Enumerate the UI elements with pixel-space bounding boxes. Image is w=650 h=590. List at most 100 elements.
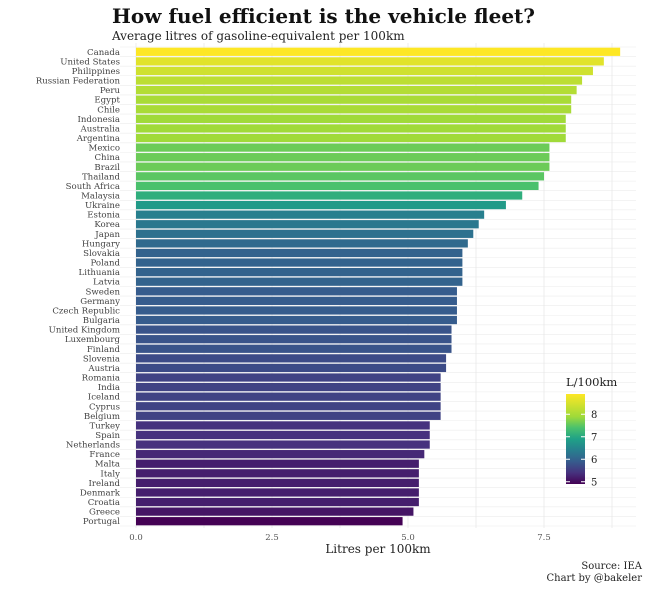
bar: [136, 76, 583, 85]
category-label: Greece: [89, 508, 120, 518]
bar: [136, 315, 457, 325]
category-label: Indonesia: [77, 115, 120, 125]
category-label: Cyprus: [89, 402, 120, 412]
category-label: China: [94, 153, 120, 163]
legend-title: L/100km: [566, 375, 617, 389]
bar: [136, 143, 550, 152]
category-label: Poland: [90, 259, 120, 269]
color-legend: L/100km 5 6 7 8: [566, 375, 617, 488]
legend-tick-label: 6: [591, 455, 597, 466]
bar: [136, 373, 441, 382]
category-label: Denmark: [80, 488, 121, 498]
category-label: Romania: [82, 374, 120, 384]
chart-subtitle: Average litres of gasoline-equivalent pe…: [112, 29, 405, 43]
bar: [136, 507, 414, 516]
bar: [136, 478, 419, 488]
bars: [136, 47, 621, 526]
category-label: Italy: [100, 469, 120, 479]
category-label: Hungary: [82, 239, 120, 249]
category-label: Mexico: [89, 144, 120, 154]
category-label: Estonia: [87, 211, 120, 221]
bar: [136, 85, 577, 95]
category-label: Canada: [87, 48, 120, 58]
bar: [136, 392, 441, 401]
bar: [136, 95, 572, 104]
legend-tick-label: 8: [591, 410, 597, 421]
bar: [136, 459, 419, 468]
bar: [136, 325, 452, 334]
category-label: Croatia: [88, 498, 120, 508]
bar: [136, 229, 474, 238]
category-label: India: [98, 383, 120, 393]
bar: [136, 344, 452, 353]
category-label: Peru: [100, 86, 121, 96]
category-label: Brazil: [94, 163, 120, 173]
bar: [136, 133, 566, 143]
bar: [136, 335, 452, 344]
bar: [136, 105, 572, 114]
category-label: Sweden: [86, 287, 121, 297]
category-label: Netherlands: [66, 441, 120, 451]
category-label: Portugal: [83, 517, 120, 527]
category-label: Korea: [94, 220, 120, 230]
category-label: Luxembourg: [65, 335, 121, 345]
bar: [136, 268, 463, 277]
legend-ticks: 5 6 7 8: [566, 410, 597, 488]
category-label: Ukraine: [85, 201, 120, 211]
bar: [136, 402, 441, 411]
category-label: Iceland: [88, 393, 121, 403]
legend-tick-label: 5: [591, 477, 597, 488]
category-label: Belgium: [84, 412, 120, 422]
bar: [136, 172, 544, 181]
bar: [136, 354, 447, 363]
category-label: South Africa: [66, 182, 120, 192]
bar: [136, 488, 419, 497]
bar: [136, 517, 403, 526]
bar: [136, 124, 566, 133]
bar: [136, 411, 441, 420]
source-caption: Source: IEA: [581, 561, 642, 572]
category-label: Thailand: [82, 172, 121, 182]
category-label: Ireland: [89, 479, 121, 489]
category-label: United Kingdom: [49, 326, 120, 336]
bar: [136, 296, 457, 305]
category-label: Australia: [80, 124, 120, 134]
bar: [136, 181, 539, 191]
chart-title: How fuel efficient is the vehicle fleet?: [112, 4, 536, 28]
category-label: France: [89, 450, 120, 460]
category-label: Slovenia: [83, 354, 120, 364]
bar: [136, 421, 430, 430]
bar: [136, 497, 419, 507]
x-axis-title: Litres per 100km: [325, 542, 431, 556]
bar: [136, 430, 430, 440]
x-axis-ticks: 0.0 2.5 5.0 7.5: [129, 533, 551, 543]
x-tick-label: 2.5: [265, 533, 279, 543]
bar: [136, 162, 550, 171]
category-label: Egypt: [94, 96, 120, 106]
category-label: Germany: [80, 297, 120, 307]
category-label: Chile: [97, 105, 120, 115]
bar: [136, 258, 463, 267]
bar: [136, 191, 523, 200]
bar: [136, 239, 468, 248]
bar: [136, 153, 550, 162]
credit-caption: Chart by @bakeler: [546, 573, 643, 584]
category-label: Malaysia: [81, 191, 120, 201]
bar: [136, 66, 593, 76]
category-label: Bulgaria: [83, 316, 120, 326]
category-label: Finland: [87, 345, 121, 355]
category-label: Philippines: [72, 67, 120, 77]
bar: [136, 440, 430, 449]
category-label: Lithuania: [78, 268, 120, 278]
category-label: Argentina: [76, 134, 120, 144]
category-label: Turkey: [89, 421, 120, 431]
category-label: Russian Federation: [36, 77, 121, 87]
category-label: United States: [60, 57, 120, 67]
bar: [136, 47, 621, 56]
category-label: Slovakia: [83, 249, 120, 259]
bar: [136, 277, 463, 286]
bar: [136, 450, 425, 459]
legend-tick-label: 7: [591, 432, 597, 443]
